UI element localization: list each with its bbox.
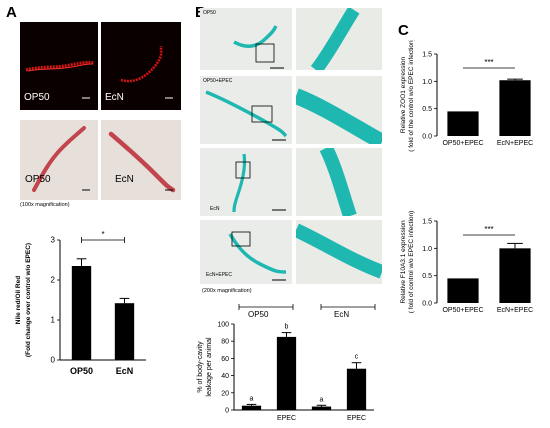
stain-label-op50: OP50: [25, 174, 51, 185]
y-axis-label: (Fold change over control w/o EPEC): [25, 243, 32, 357]
y-tick-label: 1: [51, 316, 56, 325]
category-label: OP50: [70, 366, 93, 376]
y-tick-label: 2: [51, 276, 56, 285]
micro-image-ecn-epec: EcN+EPEC: [200, 220, 292, 284]
bar: [346, 368, 367, 410]
y-axis-label: Relative ZOO1 expression: [400, 57, 407, 134]
significance-letter: b: [285, 324, 289, 331]
zoom-image-ecn-epec: [296, 220, 382, 284]
y-axis-label: % of body-cavity: [197, 341, 204, 393]
magnification-note-a: (100x magnification): [20, 202, 70, 208]
y-tick-label: 60: [221, 356, 229, 363]
y-tick-label: 1.0: [422, 246, 432, 253]
category-label: OP50+EPEC: [442, 140, 483, 147]
y-tick-label: 1.5: [422, 52, 432, 59]
zoom-image-ecn: [296, 148, 382, 216]
bar: [447, 111, 479, 136]
y-axis-label: leakage per animal: [206, 337, 213, 397]
y-tick-label: 1.0: [422, 79, 432, 86]
stain-label-ecn: EcN: [115, 174, 134, 185]
micro-image-op50: OP50: [200, 8, 292, 70]
micro-image-op50-epec: OP50+EPEC: [200, 76, 292, 144]
y-tick-label: 0: [51, 356, 56, 365]
category-label: EcN: [116, 366, 134, 376]
category-label: OP50+EPEC: [442, 307, 483, 314]
bar: [311, 406, 332, 410]
y-axis-label: Relative F10A3.1 expression: [400, 220, 407, 303]
bar: [276, 336, 297, 410]
y-tick-label: 80: [221, 339, 229, 346]
y-tick-label: 0.5: [422, 273, 432, 280]
chart-c-zoo1: 0.0 0.5 1.0 1.5 OP50+EPEC EcN+EPEC *** Relative…: [400, 40, 533, 152]
significance-letter: a: [250, 395, 254, 402]
chart-a: 0 1 2 3 OP50 EcN * Nile red/Oil Red (Fold change…: [15, 230, 146, 376]
panel-a-label: A: [6, 4, 17, 21]
zoom-image-op50-epec: [296, 76, 382, 144]
micro-label-op50: OP50: [203, 10, 216, 16]
bar: [499, 248, 531, 303]
category-label: EPEC: [347, 415, 366, 422]
fluor-label-ecn: EcN: [105, 92, 124, 103]
fluorescence-image-ecn: EcN: [101, 22, 181, 110]
group-label-op50: OP50: [248, 310, 269, 319]
significance-marker: ***: [484, 225, 493, 234]
y-tick-label: 0.0: [422, 134, 432, 141]
significance-letter: a: [320, 396, 324, 403]
y-axis-label: ( fold of the control w/o EPEC infection…: [408, 40, 415, 152]
bar: [499, 80, 531, 136]
micro-label-ecn-epec: EcN+EPEC: [206, 272, 232, 278]
y-tick-label: 0: [225, 408, 229, 415]
fluorescence-image-op50: OP50: [20, 22, 98, 110]
micro-image-ecn: EcN: [200, 148, 292, 216]
bar: [71, 266, 92, 360]
group-label-ecn: EcN: [334, 310, 350, 319]
category-label: EcN+EPEC: [497, 307, 533, 314]
category-label: EPEC: [277, 415, 296, 422]
fluor-label-op50: OP50: [24, 92, 50, 103]
panel-c-label: C: [398, 22, 409, 39]
bar: [447, 278, 479, 303]
magnification-note-b: (200x magnification): [202, 288, 252, 294]
stain-image-op50: OP50: [20, 120, 98, 200]
y-tick-label: 3: [51, 236, 56, 245]
stain-image-ecn: EcN: [101, 120, 181, 200]
category-label: EcN+EPEC: [497, 140, 533, 147]
significance-marker: ***: [484, 58, 493, 67]
y-tick-label: 0.5: [422, 106, 432, 113]
y-axis-label: Nile red/Oil Red: [15, 276, 22, 324]
significance-marker: *: [101, 230, 104, 239]
micro-label-op50-epec: OP50+EPEC: [203, 78, 233, 84]
y-tick-label: 1.5: [422, 219, 432, 226]
bar: [241, 405, 262, 410]
y-tick-label: 20: [221, 390, 229, 397]
micro-label-ecn: EcN: [210, 206, 220, 212]
significance-letter: c: [355, 354, 359, 361]
chart-b: 0 20 40 60 80 100 a b EPEC a c EPEC % of body-cavity…: [197, 322, 374, 422]
y-tick-label: 100: [217, 322, 229, 329]
chart-c-f10a3: 0.0 0.5 1.0 1.5 OP50+EPEC EcN+EPEC *** Relative…: [400, 211, 533, 314]
zoom-image-op50: [296, 8, 382, 70]
y-tick-label: 40: [221, 373, 229, 380]
bar: [114, 303, 135, 360]
y-axis-label: ( fold of control w/o EPEC infection): [408, 211, 415, 314]
group-brackets: [238, 304, 376, 310]
y-tick-label: 0.0: [422, 301, 432, 308]
